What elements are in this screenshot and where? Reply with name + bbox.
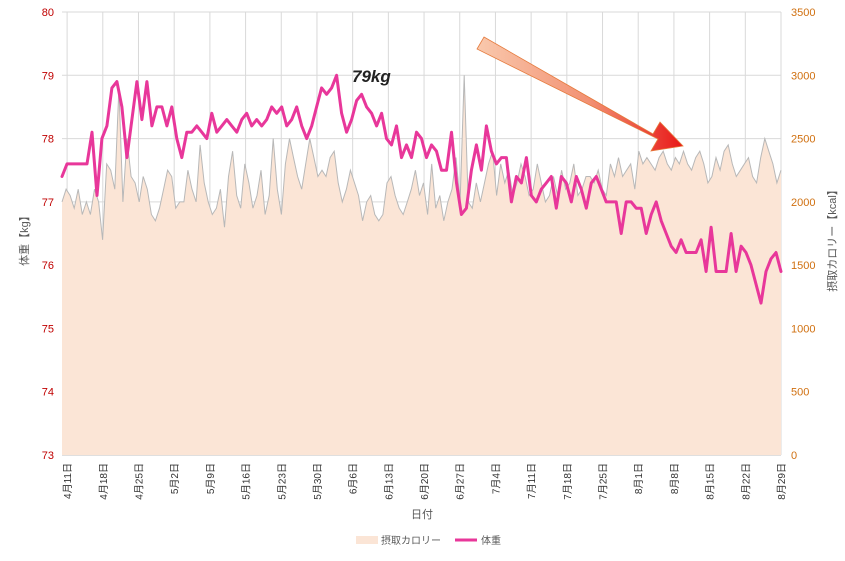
- x-axis-title: 日付: [411, 508, 433, 521]
- weight-line: [60, 73, 783, 305]
- y-axis-right-title: 摂取カロリー【kcal】: [825, 184, 839, 292]
- x-tick-label: 8月1日: [633, 463, 645, 494]
- calorie-area-edge: [61, 75, 782, 240]
- y-right-tick-label: 2500: [791, 134, 815, 146]
- x-tick-label: 5月9日: [205, 463, 217, 494]
- y-axis-right: 0 500 1000 1500 2000 2500 3000 3500: [791, 7, 815, 462]
- y-axis-left-title: 体重【kg】: [17, 210, 31, 266]
- x-tick-label: 8月22日: [740, 463, 752, 500]
- legend-label-calorie: 摂取カロリー: [381, 534, 441, 547]
- annotation-79kg: 79kg: [352, 67, 391, 86]
- weight-line-layer: [60, 73, 783, 305]
- x-tick-label: 5月2日: [169, 463, 181, 494]
- legend-label-weight: 体重: [481, 534, 501, 547]
- trend-arrow: [476, 36, 684, 152]
- calorie-area-layer: [61, 75, 782, 456]
- y-left-tick-label: 75: [42, 323, 54, 335]
- y-right-tick-label: 2000: [791, 197, 815, 209]
- x-tick-label: 5月16日: [241, 463, 253, 500]
- x-axis: 4月11日 4月18日 4月25日 5月2日 5月9日 5月16日 5月23日 5月30日 6月…: [62, 463, 788, 500]
- y-left-tick-label: 78: [42, 134, 54, 146]
- legend-swatch-calorie: [356, 536, 378, 544]
- y-left-tick-label: 74: [42, 387, 54, 399]
- x-tick-label: 7月11日: [526, 463, 538, 499]
- x-tick-label: 6月13日: [383, 463, 395, 500]
- y-right-tick-label: 0: [791, 450, 797, 462]
- x-tick-label: 4月18日: [98, 463, 110, 500]
- x-tick-label: 6月6日: [348, 463, 360, 494]
- x-tick-label: 6月27日: [455, 463, 467, 500]
- y-right-tick-label: 3500: [791, 7, 815, 19]
- y-left-tick-label: 76: [42, 260, 54, 272]
- y-axis-left: 73 74 75 76 77 78 79 80: [42, 7, 54, 462]
- x-tick-label: 4月25日: [133, 463, 145, 500]
- x-tick-label: 8月8日: [669, 463, 681, 494]
- y-right-tick-label: 1500: [791, 260, 815, 272]
- calorie-area: [62, 75, 781, 456]
- x-tick-label: 8月29日: [776, 463, 788, 500]
- y-left-tick-label: 73: [42, 450, 54, 462]
- x-tick-label: 7月4日: [490, 463, 502, 494]
- x-tick-label: 7月18日: [562, 463, 574, 500]
- y-left-tick-label: 80: [42, 7, 54, 19]
- x-tick-label: 4月11日: [62, 463, 74, 499]
- x-tick-label: 6月20日: [419, 463, 431, 500]
- trend-arrow-shape: [476, 36, 684, 152]
- legend: 摂取カロリー 体重: [356, 534, 501, 547]
- y-right-tick-label: 3000: [791, 70, 815, 82]
- y-left-tick-label: 79: [42, 70, 54, 82]
- x-tick-label: 7月25日: [598, 463, 610, 500]
- x-tick-label: 8月15日: [705, 463, 717, 500]
- x-tick-label: 5月30日: [312, 463, 324, 500]
- y-right-tick-label: 1000: [791, 323, 815, 335]
- x-tick-label: 5月23日: [276, 463, 288, 500]
- y-right-tick-label: 500: [791, 387, 809, 399]
- y-left-tick-label: 77: [42, 197, 54, 209]
